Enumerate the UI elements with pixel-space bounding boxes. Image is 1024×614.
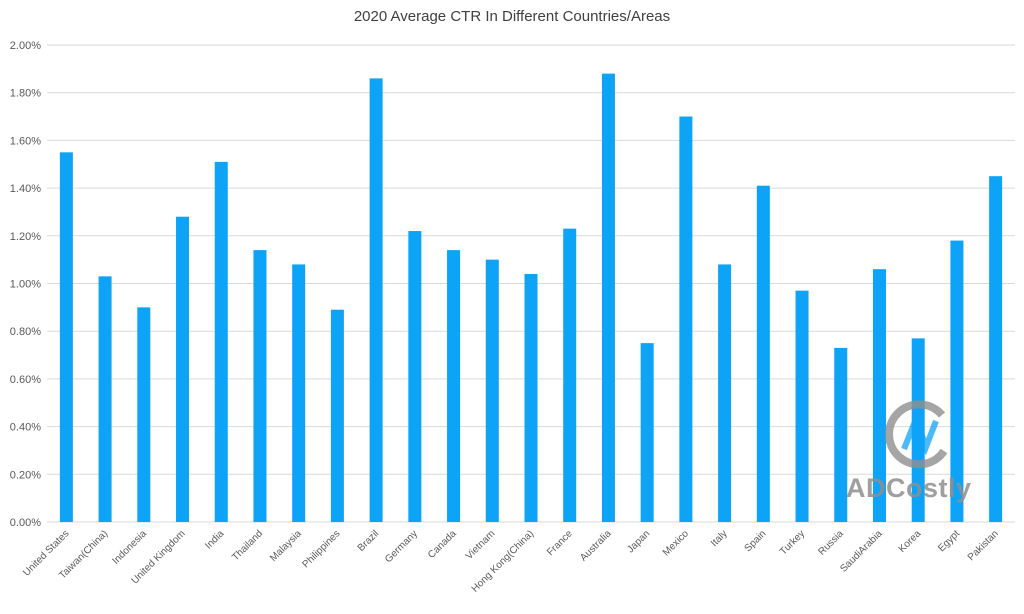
y-tick-label: 1.20%: [10, 231, 41, 243]
x-tick-label: Italy: [709, 528, 730, 549]
bar: [292, 264, 306, 522]
x-tick-label: SaudiArabia: [838, 528, 885, 575]
bar: [524, 273, 538, 522]
adcostly-logo-icon: [885, 400, 948, 469]
bar: [214, 161, 228, 523]
bar: [253, 250, 267, 523]
bar: [950, 240, 964, 522]
watermark-logo: ADCostly: [846, 395, 996, 507]
watermark-text: ADCostly: [846, 473, 972, 503]
y-tick-label: 0.80%: [10, 326, 41, 338]
x-tick-label: Spain: [743, 528, 769, 554]
bar: [447, 250, 461, 523]
bar: [369, 78, 383, 522]
x-tick-label: Korea: [897, 528, 924, 555]
bar: [176, 216, 190, 522]
x-tick-label: Japan: [625, 528, 652, 555]
y-tick-label: 0.20%: [10, 469, 41, 481]
bar: [795, 290, 809, 522]
bar: [679, 116, 693, 523]
x-tick-label: Canada: [426, 528, 459, 561]
x-tick-label: Mexico: [661, 528, 691, 558]
x-tick-label: Egypt: [936, 528, 962, 554]
x-tick-label: India: [203, 528, 226, 551]
x-tick-label: Brazil: [356, 528, 381, 553]
bar: [756, 185, 770, 522]
x-tick-label: Germany: [383, 528, 420, 565]
y-tick-label: 2.00%: [10, 40, 41, 52]
bars: [59, 73, 1003, 523]
y-tick-label: 1.00%: [10, 279, 41, 291]
y-tick-label: 0.40%: [10, 422, 41, 434]
bar: [485, 259, 499, 522]
x-tick-label: Russia: [816, 528, 846, 558]
bar: [563, 228, 577, 522]
bar: [872, 269, 886, 522]
bar: [640, 343, 654, 522]
y-tick-label: 0.60%: [10, 374, 41, 386]
y-tick-label: 1.80%: [10, 88, 41, 100]
x-tick-label: France: [545, 528, 575, 558]
chart-title: 2020 Average CTR In Different Countries/…: [353, 8, 671, 25]
bar: [137, 307, 151, 522]
x-tick-label: Indonesia: [110, 528, 149, 567]
y-tick-label: 1.60%: [10, 135, 41, 147]
bar: [989, 176, 1003, 523]
bar: [601, 73, 615, 523]
x-tick-label: Vietnam: [464, 528, 498, 562]
x-tick-label: Pakistan: [966, 528, 1001, 563]
x-tick-label: Malaysia: [268, 528, 304, 564]
bar: [59, 152, 73, 522]
y-tick-label: 0.00%: [10, 517, 41, 529]
y-axis-ticks: 0.00% 0.20% 0.40% 0.60% 0.80% 1.00% 1.20% 1.40%…: [10, 40, 41, 529]
bar: [98, 276, 112, 522]
bar: [718, 264, 732, 522]
y-tick-label: 1.40%: [10, 183, 41, 195]
x-tick-label: Thailand: [230, 528, 265, 563]
x-tick-label: Turkey: [778, 528, 807, 557]
bar: [330, 309, 344, 522]
bar: [834, 347, 848, 522]
bar: [408, 231, 422, 522]
x-tick-label: Philippines: [301, 528, 343, 570]
x-tick-label: Australia: [578, 528, 614, 564]
